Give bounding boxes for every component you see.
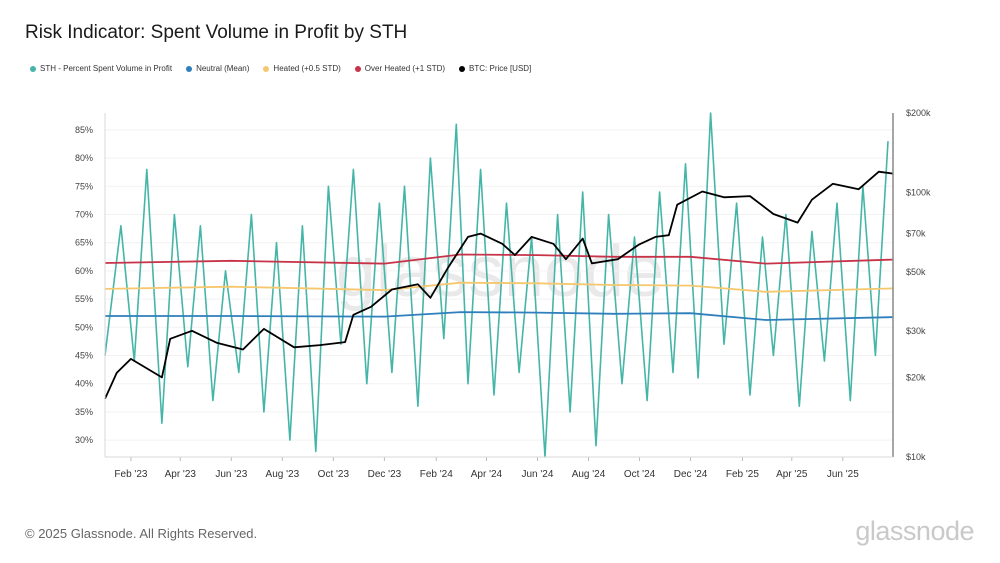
y-left-tick-label: 55% — [75, 294, 93, 304]
y-right-tick-label: $200k — [906, 108, 931, 118]
legend-swatch-btc-price — [459, 65, 466, 72]
x-tick-label: Feb '23 — [114, 469, 147, 480]
x-tick-label: Aug '24 — [572, 469, 606, 480]
legend-item-btc-price[interactable]: BTC: Price [USD] — [459, 64, 531, 73]
legend-item-heated[interactable]: Heated (+0.5 STD) — [263, 64, 341, 73]
axes: 85% 80% 75% 70% 65% 60% 55% 50% 45% 40% 35% 30% $200… — [75, 108, 931, 480]
y-left-tick-label: 40% — [75, 379, 93, 389]
y-left-tick-label: 75% — [75, 181, 93, 191]
y-right-tick-label: $10k — [906, 452, 926, 462]
chart-title: Risk Indicator: Spent Volume in Profit b… — [25, 22, 408, 43]
y-right-tick-label: $100k — [906, 188, 931, 198]
legend-label-heated: Heated (+0.5 STD) — [273, 64, 341, 73]
x-tick-label: Feb '25 — [726, 469, 759, 480]
y-right-tick-label: $70k — [906, 229, 926, 239]
series-btc-price-line — [104, 170, 894, 400]
y-right-tick-label: $30k — [906, 326, 926, 336]
y-left-tick-label: 65% — [75, 238, 93, 248]
y-left-tick-label: 70% — [75, 210, 93, 220]
y-left-tick-label: 30% — [75, 435, 93, 445]
y-left-tick-label: 85% — [75, 125, 93, 135]
legend-item-neutral[interactable]: Neutral (Mean) — [186, 64, 249, 73]
legend-label-neutral: Neutral (Mean) — [196, 64, 250, 73]
x-tick-label: Apr '23 — [165, 469, 197, 480]
x-tick-label: Apr '25 — [776, 469, 808, 480]
legend-swatch-overheated — [354, 65, 361, 72]
legend-swatch-sth — [30, 65, 36, 72]
x-tick-label: Feb '24 — [420, 469, 453, 480]
y-right-tick-label: $20k — [906, 372, 926, 382]
legend-swatch-heated — [263, 65, 270, 72]
x-tick-label: Dec '23 — [368, 469, 402, 480]
series-overheated-line — [104, 253, 894, 265]
copyright-footer: © 2025 Glassnode. All Rights Reserved. — [25, 526, 258, 541]
y-left-tick-label: 35% — [75, 407, 93, 417]
legend-item-sth[interactable]: STH - Percent Spent Volume in Profit — [30, 64, 172, 73]
legend-swatch-neutral — [186, 65, 193, 72]
legend-label-sth: STH - Percent Spent Volume in Profit — [40, 64, 173, 73]
x-tick-label: Jun '23 — [215, 469, 247, 480]
legend-item-overheated[interactable]: Over Heated (+1 STD) — [354, 64, 446, 73]
glassnode-logo: glassnode — [855, 516, 974, 546]
y-right-tick-label: $50k — [906, 267, 926, 277]
legend-label-btc-price: BTC: Price [USD] — [469, 64, 532, 73]
x-tick-label: Jun '24 — [522, 469, 554, 480]
y-left-tick-label: 80% — [75, 153, 93, 163]
y-left-tick-label: 50% — [75, 322, 93, 332]
y-left-tick-label: 45% — [75, 350, 93, 360]
legend: STH - Percent Spent Volume in Profit Neu… — [30, 64, 531, 73]
legend-label-overheated: Over Heated (+1 STD) — [364, 64, 446, 73]
chart-marks — [104, 112, 894, 458]
x-tick-label: Dec '24 — [674, 469, 708, 480]
x-tick-label: Aug '23 — [266, 469, 300, 480]
x-tick-label: Oct '24 — [624, 469, 656, 480]
x-tick-label: Jun '25 — [827, 469, 859, 480]
x-tick-label: Apr '24 — [471, 469, 503, 480]
x-tick-label: Oct '23 — [318, 469, 350, 480]
series-heated-line — [104, 281, 894, 293]
series-neutral-line — [105, 311, 894, 321]
y-left-tick-label: 60% — [75, 266, 93, 276]
